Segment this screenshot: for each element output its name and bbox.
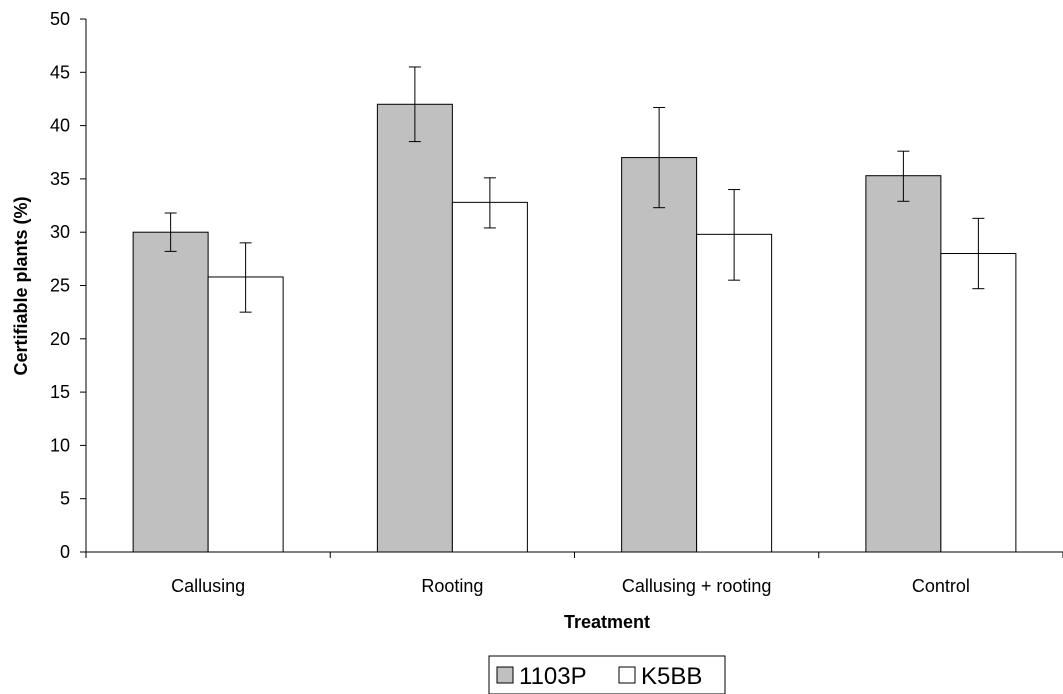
- y-tick-label: 35: [50, 169, 70, 189]
- bar-1103p-2: [376, 103, 453, 553]
- y-tick-label: 5: [60, 489, 70, 509]
- legend-label-k5bb: K5BB: [641, 663, 702, 690]
- x-tick-label: Control: [912, 576, 970, 596]
- y-tick-label: 50: [50, 9, 70, 29]
- bar-1103p-3: [621, 157, 698, 553]
- y-tick-labels: 0 5 10 15 20 25 30 35 40 45 50: [50, 9, 70, 562]
- x-tick-label: Callusing: [171, 576, 245, 596]
- error-bars-group: [164, 66, 985, 313]
- y-tick-label: 10: [50, 435, 70, 455]
- bar-k5bb-1: [207, 276, 284, 553]
- legend-frame: [488, 655, 726, 694]
- y-tick-label: 0: [60, 542, 70, 562]
- legend: 1103P K5BB: [488, 655, 726, 694]
- bar-k5bb-4: [940, 253, 1017, 553]
- legend-label-1103p: 1103P: [519, 663, 587, 690]
- x-tick-label: Callusing + rooting: [622, 576, 772, 596]
- x-tick-label: Rooting: [421, 576, 483, 596]
- y-tick-label: 15: [50, 382, 70, 402]
- bar-k5bb-3: [696, 233, 773, 553]
- bar-1103p-1: [132, 231, 209, 553]
- axes-group: [80, 18, 1063, 558]
- bar-k5bb-2: [451, 201, 528, 553]
- bar-1103p-4: [865, 175, 942, 553]
- legend-swatch-1103p: [496, 666, 514, 684]
- bars-group: [132, 103, 1017, 553]
- y-tick-label: 25: [50, 276, 70, 296]
- legend-swatch-k5bb: [618, 666, 636, 684]
- y-tick-label: 20: [50, 329, 70, 349]
- x-tick-labels: Callusing Rooting Callusing + rooting Contr…: [171, 576, 970, 596]
- y-axis-title: Certifiable plants (%): [11, 196, 31, 375]
- y-tick-label: 45: [50, 62, 70, 82]
- y-tick-label: 40: [50, 116, 70, 136]
- x-axis-title: Treatment: [564, 612, 650, 632]
- y-tick-label: 30: [50, 222, 70, 242]
